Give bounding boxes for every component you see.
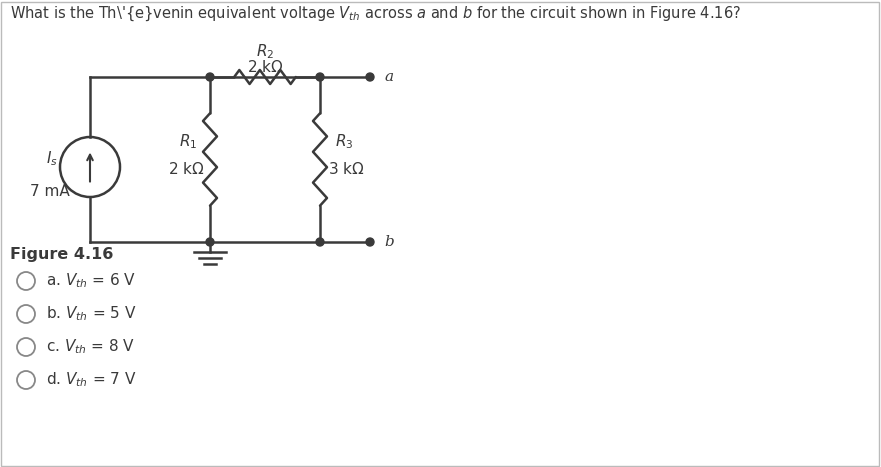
Text: 7 mA: 7 mA: [30, 184, 70, 199]
Text: $R_2$: $R_2$: [255, 42, 274, 61]
Text: 2 k$\Omega$: 2 k$\Omega$: [167, 162, 204, 177]
Text: $R_3$: $R_3$: [335, 132, 353, 151]
Text: 3 k$\Omega$: 3 k$\Omega$: [328, 162, 364, 177]
Text: What is the Th\'{e}venin equivalent voltage $V_{th}$ across $a$ and $b$ for the : What is the Th\'{e}venin equivalent volt…: [10, 5, 741, 23]
Circle shape: [316, 238, 324, 246]
Text: a. $V_{th}$ = 6 V: a. $V_{th}$ = 6 V: [46, 272, 137, 290]
Circle shape: [206, 238, 214, 246]
Text: 2 k$\Omega$: 2 k$\Omega$: [247, 59, 284, 75]
Text: a: a: [384, 70, 393, 84]
Text: $R_1$: $R_1$: [179, 132, 197, 151]
Circle shape: [316, 73, 324, 81]
Text: $I_s$: $I_s$: [46, 149, 58, 168]
Text: b. $V_{th}$ = 5 V: b. $V_{th}$ = 5 V: [46, 304, 137, 323]
Circle shape: [366, 238, 374, 246]
Text: Figure 4.16: Figure 4.16: [10, 248, 114, 262]
Text: d. $V_{th}$ = 7 V: d. $V_{th}$ = 7 V: [46, 371, 137, 389]
Text: b: b: [384, 235, 394, 249]
Circle shape: [366, 73, 374, 81]
Text: c. $V_{th}$ = 8 V: c. $V_{th}$ = 8 V: [46, 338, 136, 356]
Circle shape: [206, 73, 214, 81]
